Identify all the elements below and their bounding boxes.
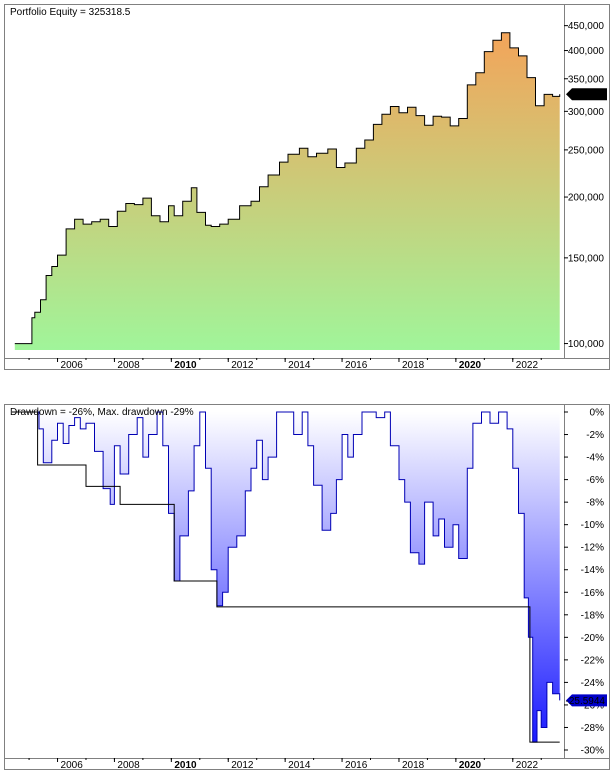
y-tick-label: -30% bbox=[581, 746, 604, 757]
y-tick-label: 150,000 bbox=[568, 253, 605, 264]
drawdown-title: Drawdown = -26%, Max. drawdown -29% bbox=[10, 407, 194, 418]
x-tick-label: 2016 bbox=[345, 760, 368, 770]
x-tick-label: 2014 bbox=[288, 760, 311, 770]
y-tick-label: -2% bbox=[586, 430, 604, 441]
y-tick-label: -24% bbox=[581, 678, 604, 689]
x-tick-label: 2018 bbox=[402, 760, 425, 770]
y-tick-label: 250,000 bbox=[568, 145, 605, 156]
x-tick-label: 2012 bbox=[231, 760, 254, 770]
y-tick-label: -18% bbox=[581, 610, 604, 621]
x-tick-label: 2022 bbox=[516, 360, 539, 370]
equity-chart: 450,000 400,000 350,000 300,000 250,000 200,0… bbox=[4, 4, 610, 370]
x-tick-label: 2006 bbox=[61, 360, 84, 370]
equity-title: Portfolio Equity = 325318.5 bbox=[10, 7, 131, 18]
drawdown-panel: 0% -2% -4% -6% -8% -10% -12% -14% -16% -18% -20% -2… bbox=[4, 404, 610, 770]
y-tick-label: -8% bbox=[586, 498, 604, 509]
x-tick-label: 2008 bbox=[117, 360, 140, 370]
x-tick-label: 2018 bbox=[402, 360, 425, 370]
last-value-label: -25.5944 bbox=[566, 696, 606, 707]
x-tick-label: 2020 bbox=[459, 360, 482, 370]
y-tick-label: -16% bbox=[581, 588, 604, 599]
y-tick-label: 0% bbox=[590, 408, 605, 419]
series-line bbox=[12, 411, 561, 743]
y-tick-label: 300,000 bbox=[568, 107, 605, 118]
last-value-marker bbox=[566, 88, 607, 101]
max-drawdown-line bbox=[12, 411, 560, 743]
x-tick-label: 2006 bbox=[61, 760, 84, 770]
y-tick-label: -22% bbox=[581, 655, 604, 666]
y-tick-label: 400,000 bbox=[568, 46, 605, 57]
series-line bbox=[14, 32, 561, 345]
y-tick-label: -14% bbox=[581, 565, 604, 576]
x-tick-label: 2012 bbox=[231, 360, 254, 370]
y-tick-label: -20% bbox=[581, 633, 604, 644]
x-tick-label: 2020 bbox=[459, 760, 482, 770]
panel-frame bbox=[4, 4, 610, 370]
y-tick-label: 100,000 bbox=[568, 339, 605, 350]
x-tick-label: 2010 bbox=[174, 760, 197, 770]
x-tick-label: 2010 bbox=[174, 360, 197, 370]
y-tick-label: 350,000 bbox=[568, 74, 605, 85]
equity-panel: 450,000 400,000 350,000 300,000 250,000 200,0… bbox=[4, 4, 610, 370]
y-tick-label: -10% bbox=[581, 520, 604, 531]
series-area bbox=[12, 412, 560, 743]
x-tick-label: 2022 bbox=[516, 760, 539, 770]
x-tick-label: 2016 bbox=[345, 360, 368, 370]
x-tick-label: 2008 bbox=[117, 760, 140, 770]
y-tick-label: -4% bbox=[586, 453, 604, 464]
y-tick-label: 200,000 bbox=[568, 193, 605, 204]
x-tick-label: 2014 bbox=[288, 360, 311, 370]
panel-frame bbox=[4, 404, 610, 770]
last-value-label: 325,318 bbox=[569, 90, 606, 101]
last-value-marker bbox=[566, 694, 607, 707]
y-tick-label: -12% bbox=[581, 543, 604, 554]
drawdown-chart: 0% -2% -4% -6% -8% -10% -12% -14% -16% -18% -20% -2… bbox=[4, 404, 610, 770]
y-tick-label: -6% bbox=[586, 475, 604, 486]
series-area bbox=[14, 32, 560, 351]
y-tick-label: 450,000 bbox=[568, 21, 605, 32]
y-tick-label: -28% bbox=[581, 723, 604, 734]
